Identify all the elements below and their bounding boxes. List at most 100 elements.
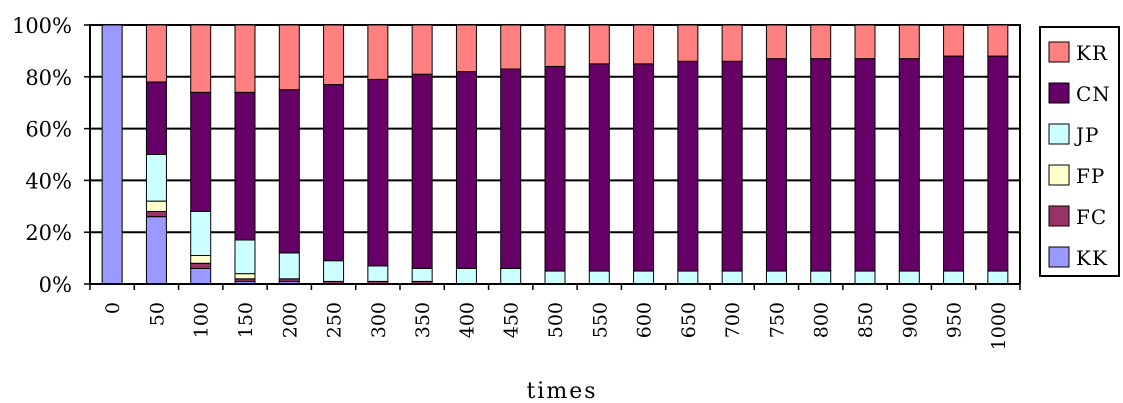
x-tick-label: 600 [634,302,656,338]
x-tick-label: 800 [811,302,833,338]
bars [101,24,1009,285]
x-tick-label: 350 [412,302,434,338]
y-tick-labels: 0% 20% 40% 60% 80% 100% [12,14,72,297]
x-axis-title: times [526,379,597,403]
bar-segment-kr-900 [898,24,920,60]
axes [89,24,1021,290]
bar-segment-cn-150 [234,91,256,241]
x-tick-label: 150 [235,302,257,338]
bar-segment-jp-200 [278,252,300,280]
bar-segment-cn-100 [190,91,212,212]
legend-label-kr: KR [1076,41,1108,65]
bar-segment-fp-50 [145,200,167,212]
bar-segment-cn-700 [721,60,743,272]
bar-segment-jp-600 [633,270,655,285]
bar-segment-jp-250 [323,260,345,282]
legend-box [1039,26,1120,277]
bar-segment-jp-700 [721,270,743,285]
bar-segment-kr-750 [765,24,787,60]
x-tick-label: 500 [545,302,567,338]
x-tick-label: 300 [368,302,390,338]
legend-label-kk: KK [1076,246,1108,270]
bar-segment-jp-500 [544,270,566,285]
bar-segment-cn-800 [810,58,832,272]
x-tick-label: 1000 [988,302,1010,350]
x-tick-label: 50 [146,302,168,326]
bar-segment-jp-950 [943,270,965,285]
bar-segment-cn-750 [765,58,787,272]
bar-segment-fc-50 [145,210,167,218]
bar-segment-jp-350 [411,267,433,282]
x-tick-label: 450 [501,302,523,338]
bar-segment-cn-900 [898,58,920,272]
bar-segment-cn-50 [145,81,167,155]
bar-segment-cn-300 [367,78,389,267]
bar-segment-cn-400 [455,71,477,269]
y-tick-label: 80% [25,66,72,90]
bar-segment-cn-500 [544,65,566,272]
bar-segment-cn-550 [588,63,610,272]
x-tick-label: 750 [766,302,788,338]
bar-segment-kr-600 [633,24,655,65]
bar-segment-jp-900 [898,270,920,285]
bar-segment-kr-700 [721,24,743,62]
bar-segment-kr-950 [943,24,965,57]
bar-segment-jp-550 [588,270,610,285]
bar-segment-jp-850 [854,270,876,285]
bar-segment-kr-450 [500,24,522,70]
bar-segment-jp-450 [500,267,522,285]
bar-segment-cn-650 [677,60,699,272]
bar-segment-kr-400 [455,24,477,73]
bar-segment-kr-1000 [987,24,1009,57]
y-tick-label: 100% [12,14,72,38]
legend: KR CN JP FP FC KK [1039,26,1120,277]
bar-segment-kr-850 [854,24,876,60]
bar-segment-kr-250 [323,24,345,86]
x-tick-label: 550 [589,302,611,338]
bar-segment-kr-800 [810,24,832,60]
bar-segment-jp-400 [455,267,477,285]
bar-segment-jp-150 [234,239,256,275]
legend-swatch-kr [1048,41,1070,63]
x-tick-label: 650 [678,302,700,338]
bar-segment-fp-150 [234,273,256,280]
legend-label-fp: FP [1076,164,1105,188]
bar-segment-cn-600 [633,63,655,272]
x-tick-label: 400 [456,302,478,338]
bar-segment-jp-750 [765,270,787,285]
y-tick-label: 40% [25,169,72,193]
bar-segment-kr-650 [677,24,699,62]
bar-segment-fp-100 [190,255,212,264]
x-tick-label: 200 [279,302,301,338]
bar-segment-cn-450 [500,68,522,269]
bar-segment-kr-50 [145,24,167,83]
x-tick-label: 850 [855,302,877,338]
x-tick-label: 900 [899,302,921,338]
x-tick-label: 0 [102,302,124,314]
bar-segment-kr-300 [367,24,389,80]
bar-segment-cn-950 [943,55,965,272]
x-tick-label: 950 [944,302,966,338]
bar-segment-jp-800 [810,270,832,285]
bar-segment-fc-100 [190,262,212,269]
bar-segment-kr-550 [588,24,610,65]
bar-segment-kr-500 [544,24,566,67]
legend-swatch-fp [1048,164,1070,186]
bar-segment-kk-0 [101,24,123,285]
legend-swatch-fc [1048,205,1070,227]
legend-label-jp: JP [1074,123,1099,147]
bar-segment-cn-200 [278,89,300,254]
y-tick-label: 20% [25,221,72,245]
x-tick-label: 700 [722,302,744,338]
legend-swatch-jp [1048,123,1070,145]
bar-segment-jp-50 [145,154,167,202]
bar-segment-jp-1000 [987,270,1009,285]
bar-segment-kr-200 [278,24,300,91]
x-tick-label: 100 [191,302,213,338]
legend-label-fc: FC [1076,205,1107,229]
bar-segment-cn-350 [411,73,433,269]
bar-segment-jp-650 [677,270,699,285]
y-tick-label: 0% [39,273,72,297]
bar-segment-jp-300 [367,265,389,282]
bar-segment-kr-150 [234,24,256,93]
